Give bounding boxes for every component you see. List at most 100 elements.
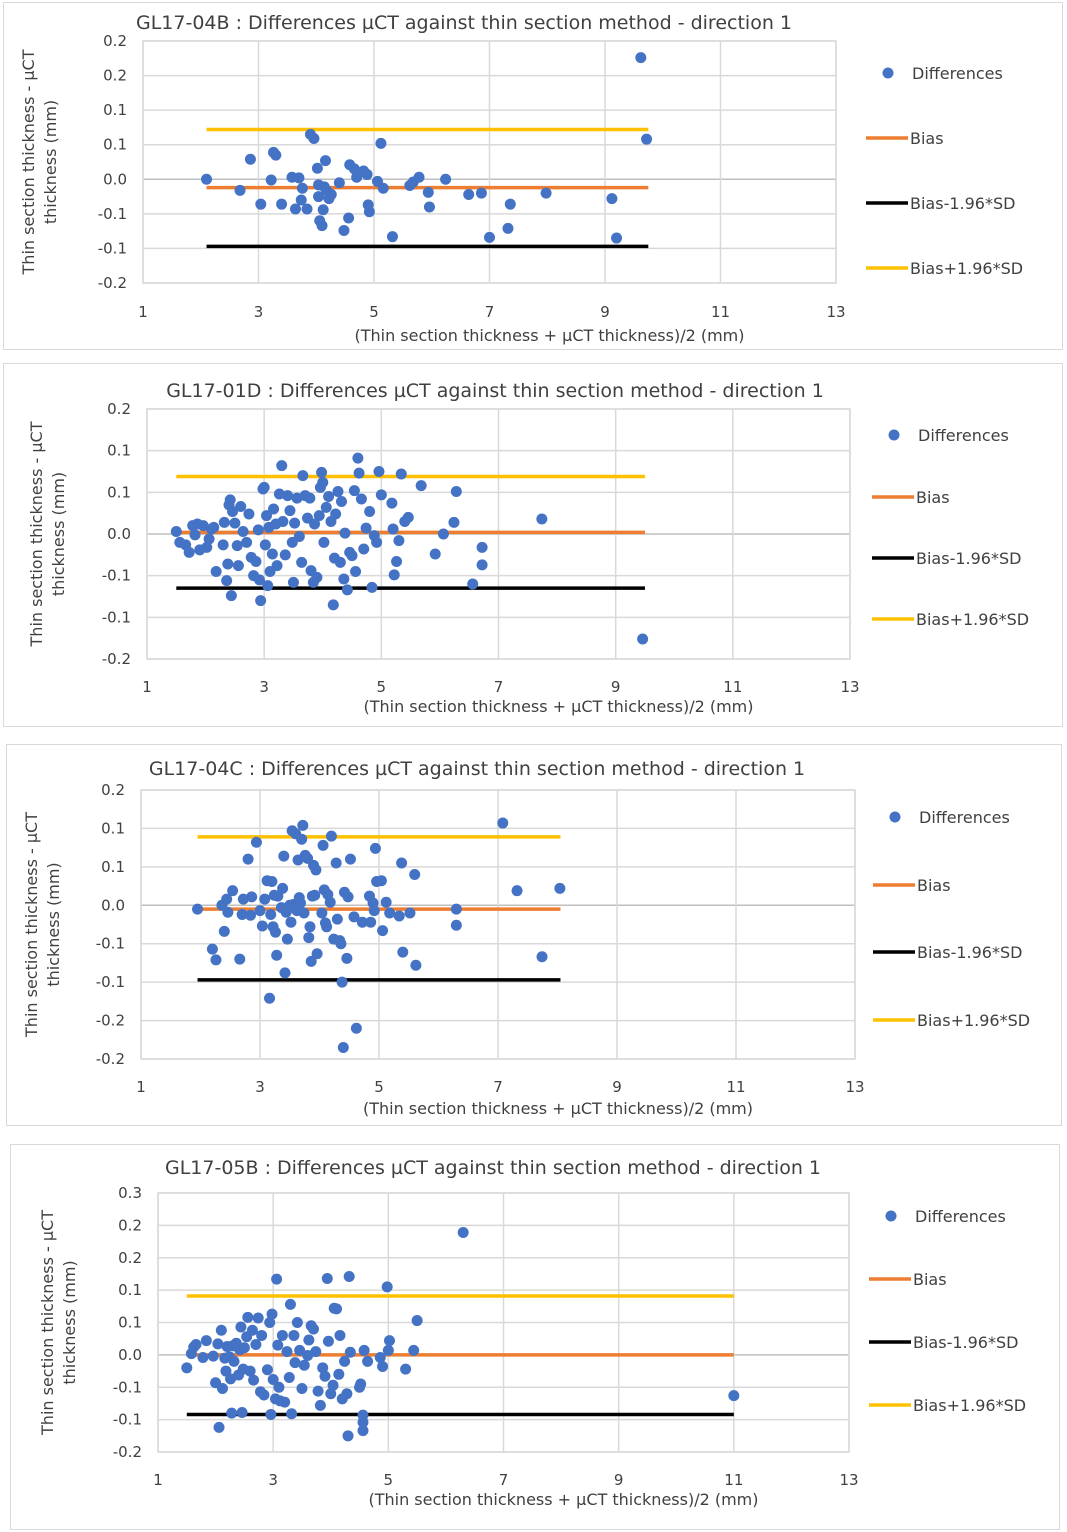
difference-point (380, 896, 392, 908)
difference-point (334, 556, 346, 568)
difference-point (327, 599, 339, 611)
x-tick-label: 11 (726, 1078, 745, 1096)
difference-point (554, 882, 566, 894)
difference-point (181, 1362, 193, 1374)
difference-point (310, 864, 322, 876)
difference-point (243, 508, 255, 520)
difference-point (373, 466, 385, 477)
difference-point (423, 201, 435, 213)
difference-point (635, 52, 647, 64)
difference-point (229, 517, 241, 529)
y-tick-label: 0.1 (118, 1281, 142, 1299)
difference-point (296, 182, 308, 194)
difference-point (285, 916, 297, 928)
y-tick-label: -0.1 (98, 239, 127, 257)
difference-point (271, 1273, 283, 1285)
difference-point (330, 857, 342, 869)
x-tick-label: 1 (138, 303, 148, 321)
difference-point (323, 491, 335, 502)
difference-point (289, 1357, 301, 1369)
difference-point (307, 1323, 319, 1335)
x-axis-title: (Thin section thickness + µCT thickness)… (363, 697, 753, 716)
difference-point (396, 857, 408, 869)
difference-point (484, 231, 495, 243)
y-tick-label: 0.3 (118, 1184, 142, 1202)
difference-point (304, 921, 316, 933)
difference-point (331, 1303, 343, 1315)
difference-point (338, 573, 350, 585)
difference-point (317, 476, 329, 488)
difference-point (197, 1351, 209, 1363)
difference-point (235, 1321, 247, 1333)
legend-bias-label: Bias (910, 129, 944, 148)
y-tick-label: -0.1 (96, 973, 125, 991)
difference-point (190, 1339, 202, 1351)
difference-point (236, 1407, 248, 1419)
difference-point (341, 584, 353, 596)
y-tick-label: 0.1 (107, 442, 131, 460)
difference-point (331, 913, 343, 925)
difference-point (170, 526, 182, 537)
y-tick-label: -0.2 (96, 1012, 125, 1030)
difference-point (200, 1335, 212, 1347)
difference-point (246, 891, 258, 903)
difference-point (201, 173, 213, 185)
difference-point (273, 1381, 285, 1393)
difference-point (350, 1022, 362, 1034)
difference-point (318, 536, 330, 548)
difference-point (355, 493, 367, 505)
difference-point (207, 1350, 219, 1362)
difference-point (294, 897, 306, 909)
difference-point (210, 566, 222, 577)
x-tick-label: 13 (840, 678, 859, 696)
x-tick-label: 5 (377, 678, 387, 696)
difference-point (224, 494, 236, 506)
difference-point (283, 1372, 295, 1384)
difference-point (281, 1346, 293, 1358)
y-tick-label: 0.0 (118, 1346, 142, 1364)
difference-point (312, 1385, 324, 1397)
x-tick-label: 7 (494, 678, 504, 696)
difference-point (234, 184, 246, 196)
difference-point (265, 1408, 277, 1420)
difference-point (255, 595, 267, 607)
difference-point (337, 1041, 349, 1053)
difference-point (279, 549, 291, 561)
chart-title: GL17-05B : Differences µCT against thin … (165, 1157, 821, 1179)
y-tick-label: -0.1 (102, 608, 131, 626)
difference-point (504, 198, 516, 210)
difference-point (278, 850, 290, 862)
difference-point (364, 506, 376, 517)
difference-point (463, 188, 475, 200)
x-tick-label: 7 (493, 1078, 503, 1096)
x-tick-label: 11 (724, 1471, 743, 1489)
difference-point (387, 523, 399, 535)
difference-point (277, 516, 289, 527)
difference-point (227, 506, 239, 517)
difference-point (225, 590, 237, 602)
legend-upper-limit-label: Bias+1.96*SD (910, 259, 1023, 278)
difference-point (242, 853, 254, 865)
difference-point (311, 571, 323, 583)
difference-point (382, 1344, 394, 1356)
difference-point (279, 1396, 291, 1408)
difference-point (334, 1329, 346, 1341)
difference-point (303, 1334, 315, 1346)
difference-point (341, 1388, 353, 1400)
difference-point (296, 833, 308, 845)
difference-point (319, 155, 331, 167)
legend-upper-limit-label: Bias+1.96*SD (917, 1011, 1030, 1030)
legend-bias-label: Bias (917, 876, 951, 895)
difference-point (475, 187, 487, 199)
difference-point (357, 1425, 369, 1437)
y-axis-title: Thin section thickness - µCT thickness (m… (27, 421, 68, 647)
x-axis-title: (Thin section thickness + µCT thickness)… (354, 326, 744, 345)
difference-point (448, 516, 460, 528)
difference-point (409, 869, 421, 881)
y-tick-label: 0.1 (101, 819, 125, 837)
difference-point (309, 518, 321, 530)
x-tick-label: 13 (839, 1471, 858, 1489)
y-tick-label: 0.1 (103, 101, 127, 119)
y-tick-label: 0.2 (118, 1216, 142, 1234)
difference-point (289, 517, 301, 529)
